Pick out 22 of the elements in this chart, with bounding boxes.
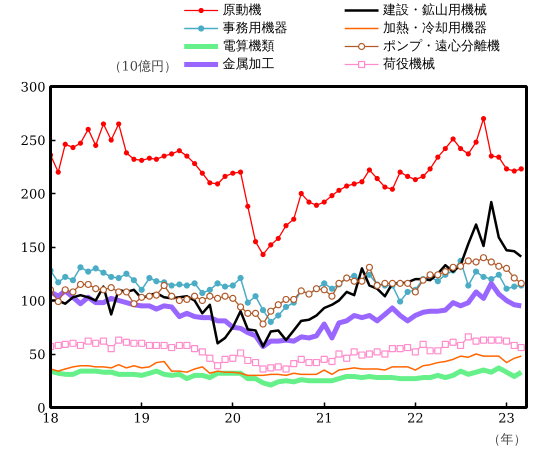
y-tick-label: 200 xyxy=(20,188,46,202)
legend-label: 建設・鉱山用機械 xyxy=(382,3,487,18)
legend-label: 金属加工 xyxy=(222,57,275,72)
x-tick-label: 22 xyxy=(407,412,424,426)
legend-label: 加熱・冷却用機器 xyxy=(382,21,487,36)
x-tick-label: 19 xyxy=(133,412,150,426)
y-tick-label: 50 xyxy=(28,348,46,363)
x-tick-label: 20 xyxy=(224,412,242,426)
x-tick-label: 23 xyxy=(498,412,515,426)
x-tick-label: 21 xyxy=(316,412,332,426)
x-tick-label: 18 xyxy=(42,412,59,426)
legend-label: 荷役機械 xyxy=(382,57,435,72)
legend-label: ポンプ・遠心分離機 xyxy=(382,38,500,54)
y-axis-title: （10億円） xyxy=(108,60,178,74)
legend-label: 事務用機器 xyxy=(222,21,288,36)
legend-label: 原動機 xyxy=(222,3,262,18)
legend-label: 電算機類 xyxy=(222,39,275,54)
y-tick-label: 250 xyxy=(20,134,46,149)
y-tick-label: 300 xyxy=(20,80,46,96)
y-tick-label: 100 xyxy=(20,294,46,310)
x-axis-title: （年） xyxy=(488,432,526,448)
y-tick-label: 150 xyxy=(20,241,46,256)
